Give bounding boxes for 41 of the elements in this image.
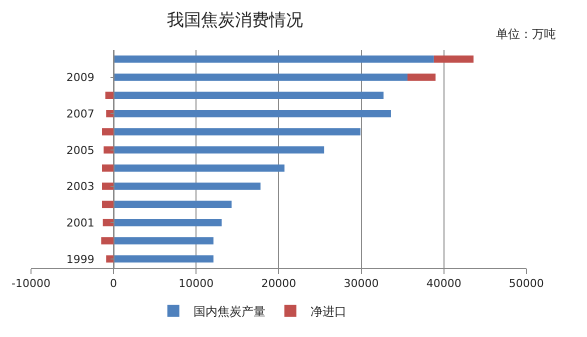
bar (102, 128, 114, 136)
legend-label: 净进口 (310, 304, 346, 319)
bar (114, 218, 222, 226)
bar (102, 218, 114, 226)
bar (114, 182, 261, 190)
x-tick-label: 10000 (178, 277, 214, 290)
y-tick-label: 2007 (66, 107, 94, 120)
legend-label: 国内焦炭产量 (193, 304, 266, 319)
bar (104, 146, 114, 154)
y-tick-label: 2001 (66, 216, 94, 230)
y-tick-label: 1999 (66, 252, 94, 266)
bar (407, 74, 436, 81)
bar (114, 146, 324, 154)
bar (114, 128, 360, 136)
x-tick-label: 50000 (508, 277, 544, 290)
bar (106, 255, 114, 263)
chart-title: 我国焦炭消费情况 (166, 10, 303, 30)
bar (101, 237, 114, 244)
bar (105, 92, 114, 100)
x-tick-label: 20000 (261, 277, 296, 290)
y-tick-label: 2009 (66, 71, 94, 84)
bar (114, 55, 434, 63)
x-tick-label: 40000 (426, 277, 462, 290)
bar (114, 74, 408, 81)
y-tick-label: 2003 (66, 180, 94, 194)
bar (114, 164, 284, 172)
bar (114, 237, 214, 244)
bar (114, 255, 214, 263)
x-tick-label: -10000 (12, 277, 50, 290)
bar (114, 110, 391, 118)
bar (102, 200, 114, 208)
bar (114, 92, 384, 100)
y-tick-label: 2005 (66, 144, 94, 157)
bar (102, 182, 114, 190)
chart-subtitle: 单位：万吨 (496, 27, 556, 41)
x-tick-label: 0 (110, 277, 118, 290)
bar (102, 164, 114, 172)
bar (106, 110, 114, 118)
bar (114, 200, 232, 208)
x-tick-label: 30000 (344, 277, 379, 290)
bar (434, 55, 474, 63)
